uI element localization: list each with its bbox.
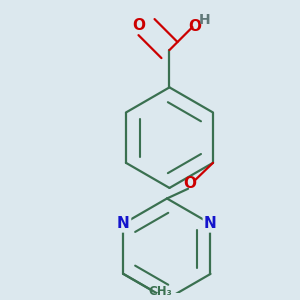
Text: N: N <box>204 216 217 231</box>
Text: O: O <box>183 176 196 191</box>
Text: O: O <box>188 19 202 34</box>
Text: H: H <box>199 13 211 27</box>
Text: N: N <box>117 216 130 231</box>
Text: CH₃: CH₃ <box>149 285 172 298</box>
Text: O: O <box>132 18 145 33</box>
